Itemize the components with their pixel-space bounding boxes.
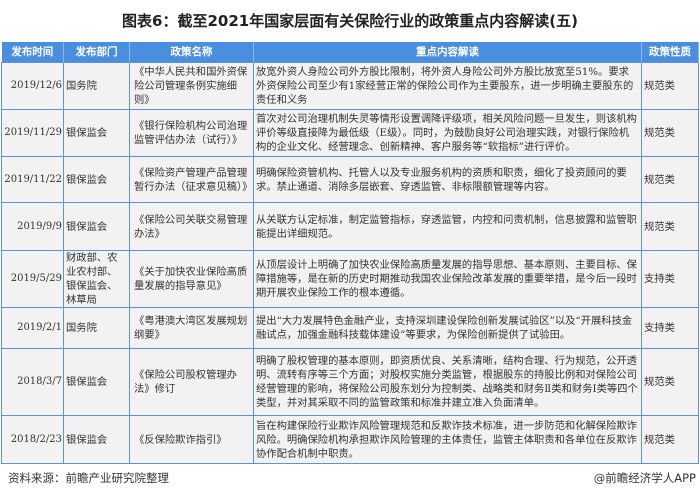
- cell-date: 2019/12/6: [1, 62, 64, 110]
- cell-nature: 规范类: [641, 202, 699, 251]
- cell-name: 《中华人民共和国外资保险公司管理条例实施细则》: [129, 62, 254, 110]
- cell-dept: 银保监会: [63, 156, 130, 203]
- table-row: 2019/11/29 银保监会 《银行保险机构公司治理监管评估办法（试行）》 首次对公…: [1, 109, 699, 157]
- cell-dept: 财政部、农业农村部、银保监会、林草局: [63, 250, 130, 308]
- cell-dept: 银保监会: [63, 202, 130, 251]
- cell-content: 提出“大力发展特色金融产业，支持深圳建设保险创新发展试验区”以及“开展科技金融试…: [253, 307, 642, 349]
- table-row: 2019/12/6 国务院 《中华人民共和国外资保险公司管理条例实施细则》 放宽外资人…: [1, 62, 699, 110]
- cell-content: 放宽外资人身险公司外方股比限制，将外资人身险公司外方股比放宽至51%。要求外资保…: [253, 62, 642, 110]
- cell-content: 从关联方认定标准，制定监管指标，穿透监管，内控和问责机制，信息披露和监管职能提出…: [253, 202, 642, 251]
- cell-date: 2019/5/29: [1, 250, 64, 308]
- header-date: 发布时间: [1, 42, 64, 63]
- policy-table: 发布时间 发布部门 政策名称 重点内容解读 政策性质 2019/12/6 国务院《…: [1, 42, 699, 464]
- cell-nature: 规范类: [641, 109, 699, 157]
- table-row: 2019/11/22 银保监会 《保险资产管理产品管理暂行办法（征求意见稿）》 明确保…: [1, 156, 699, 203]
- cell-nature: 规范类: [641, 156, 699, 203]
- table-header-row: 发布时间 发布部门 政策名称 重点内容解读 政策性质: [1, 42, 699, 63]
- table-row: 2019/2/1 国务院 《粤港澳大湾区发展规划纲要》 提出“大力发展特色金融产业，支…: [1, 307, 699, 349]
- cell-name: 《粤港澳大湾区发展规划纲要》: [129, 307, 254, 349]
- table-row: 2019/9/9 银保监会 《保险公司关联交易管理办法》 从关联方认定标准，制定监管指…: [1, 202, 699, 251]
- cell-dept: 银保监会: [63, 109, 130, 157]
- cell-date: 2019/11/29: [1, 109, 64, 157]
- source-note: 资料来源：前瞻产业研究院整理: [8, 471, 169, 485]
- cell-dept: 国务院: [63, 62, 130, 110]
- cell-nature: 规范类: [641, 348, 699, 416]
- cell-content: 首次对公司治理机制失灵等情形设置调降评级项，相关风险问题一旦发生，则该机构评价等…: [253, 109, 642, 157]
- header-content: 重点内容解读: [253, 42, 642, 63]
- brand-credit: @前瞻经济学人APP: [593, 471, 696, 485]
- header-name: 政策名称: [129, 42, 254, 63]
- cell-dept: 国务院: [63, 307, 130, 349]
- cell-name: 《保险资产管理产品管理暂行办法（征求意见稿）》: [129, 156, 254, 203]
- cell-date: 2019/11/22: [1, 156, 64, 203]
- page-title: 图表6：截至2021年国家层面有关保险行业的政策重点内容解读(五): [122, 12, 578, 30]
- cell-name: 《反保险欺诈指引》: [129, 415, 254, 464]
- cell-nature: 规范类: [641, 62, 699, 110]
- cell-date: 2019/9/9: [1, 202, 64, 251]
- cell-content: 旨在构建保险行业欺诈风险管理规范和反欺诈技术标准，进一步防范和化解保险欺诈风险。…: [253, 415, 642, 464]
- cell-name: 《保险公司关联交易管理办法》: [129, 202, 254, 251]
- cell-content: 明确保险资管机构、托管人以及专业服务机构的资质和职责，细化了投资顾问的要求。禁止…: [253, 156, 642, 203]
- cell-nature: 规范类: [641, 415, 699, 464]
- cell-dept: 银保监会: [63, 348, 130, 416]
- header-dept: 发布部门: [63, 42, 130, 63]
- cell-date: 2018/3/7: [1, 348, 64, 416]
- table-row: 2018/3/7 银保监会 《保险公司股权管理办法》修订 明确了股权管理的基本原则，即…: [1, 348, 699, 416]
- table-row: 2019/5/29 财政部、农业农村部、银保监会、林草局 《关于加快农业保险高质量发…: [1, 250, 699, 308]
- cell-nature: 支持类: [641, 250, 699, 308]
- cell-date: 2018/2/23: [1, 415, 64, 464]
- cell-dept: 银保监会: [63, 415, 130, 464]
- cell-nature: 支持类: [641, 307, 699, 349]
- cell-name: 《关于加快农业保险高质量发展的指导意见》: [129, 250, 254, 308]
- cell-date: 2019/2/1: [1, 307, 64, 349]
- header-nature: 政策性质: [641, 42, 699, 63]
- cell-content: 明确了股权管理的基本原则，即资质优良、关系清晰，结构合理、行为规范，公开透明、流…: [253, 348, 642, 416]
- table-row: 2018/2/23 银保监会 《反保险欺诈指引》 旨在构建保险行业欺诈风险管理规范和反…: [1, 415, 699, 464]
- cell-content: 从顶层设计上明确了加快农业保险高质量发展的指导思想、基本原则、主要目标、保障措施…: [253, 250, 642, 308]
- cell-name: 《保险公司股权管理办法》修订: [129, 348, 254, 416]
- cell-name: 《银行保险机构公司治理监管评估办法（试行）》: [129, 109, 254, 157]
